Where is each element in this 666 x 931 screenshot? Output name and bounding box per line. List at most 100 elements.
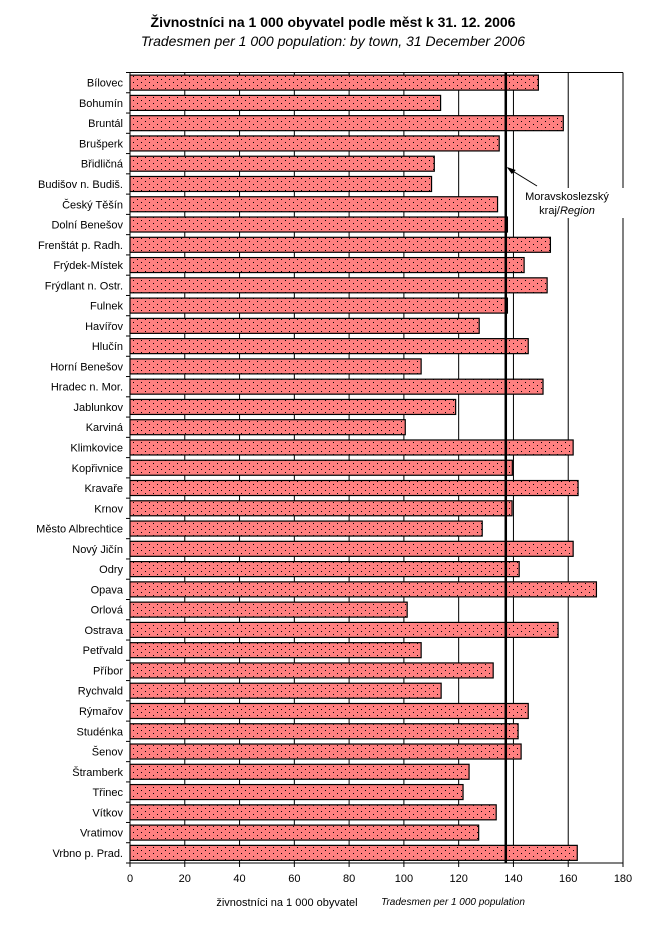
x-tick-label: 80 [343, 873, 355, 885]
x-axis-label-en: Tradesmen per 1 000 population [381, 897, 525, 908]
category-label: Štramberk [72, 766, 123, 779]
x-axis-label: živnostníci na 1 000 obyvatel [216, 897, 357, 909]
bar-12 [129, 297, 509, 314]
category-label: Třinec [92, 787, 123, 799]
category-label: Bohumín [79, 98, 123, 110]
bar-25 [129, 560, 520, 578]
bar-30 [129, 662, 494, 679]
chart-title: Živnostníci na 1 000 obyvatel podle měst… [150, 14, 516, 30]
category-labels: Bílovec Bohumín Bruntál Brušperk Břidličná Bu… [36, 78, 124, 860]
category-label: Petřvald [83, 645, 123, 657]
category-label: Rychvald [78, 686, 123, 698]
bar-16 [129, 378, 544, 395]
bar-27 [129, 601, 408, 618]
x-tick-label: 120 [449, 873, 467, 885]
plot-frame [126, 72, 624, 867]
annotation-background [518, 188, 626, 218]
category-label: Brušperk [79, 138, 124, 150]
bar-10 [129, 256, 525, 274]
bar-8 [129, 216, 509, 233]
x-tick-label: 0 [127, 873, 133, 885]
category-label: Jablunkov [73, 402, 123, 414]
category-label: Orlová [91, 605, 124, 617]
category-label: Klimkovice [70, 442, 123, 454]
bar-33 [129, 723, 519, 740]
category-label: Město Albrechtice [36, 524, 123, 536]
bar-3 [129, 115, 564, 132]
bar-20 [129, 459, 513, 476]
bar-21 [129, 479, 579, 497]
bar-1 [129, 74, 539, 91]
x-tick-label: 20 [179, 873, 191, 885]
bar-14 [129, 338, 529, 355]
category-label: Český Těšín [62, 198, 123, 211]
chart-subtitle: Tradesmen per 1 000 population: by town,… [140, 33, 526, 49]
reference-annotation: Moravskoslezský kraj/Region [506, 167, 626, 218]
bar-15 [129, 358, 422, 375]
category-label: Bruntál [88, 118, 123, 130]
category-label: Horní Benešov [50, 361, 123, 373]
category-label: Bílovec [87, 78, 124, 90]
bar-4 [129, 135, 500, 152]
category-label: Krnov [94, 503, 123, 515]
bar-36 [129, 783, 464, 801]
bar-37 [129, 804, 497, 821]
category-label: Studénka [77, 726, 124, 738]
x-tick-label: 140 [504, 873, 522, 885]
x-tick-label: 160 [559, 873, 577, 885]
bar-6 [129, 175, 433, 193]
bar-11 [129, 277, 548, 294]
arrow-head-icon [506, 167, 516, 174]
category-label: Kravaře [84, 483, 123, 495]
category-label: Odry [99, 564, 123, 576]
category-label: Frýdek-Místek [53, 260, 123, 272]
x-tick-labels: 0 20 40 60 80 100 120 140 160 180 [127, 873, 632, 885]
category-label: Vratimov [80, 828, 123, 840]
bar-28 [129, 621, 559, 639]
annotation-label-line1: Moravskoslezský [525, 191, 609, 203]
category-label: Šenov [92, 746, 124, 759]
x-tick-label: 100 [395, 873, 413, 885]
category-label: Karviná [86, 422, 124, 434]
bar-34 [129, 743, 522, 760]
bar-35 [129, 763, 470, 780]
bar-31 [129, 682, 442, 699]
bar-18 [129, 419, 406, 436]
bar-7 [129, 196, 499, 213]
category-label: Hradec n. Mor. [51, 382, 123, 394]
category-label: Nový Jičín [72, 544, 123, 556]
category-label: Ostrava [84, 625, 123, 637]
category-label: Frenštát p. Radh. [38, 240, 123, 252]
category-label: Frýdlant n. Ostr. [45, 280, 123, 292]
category-label: Budišov n. Budiš. [38, 179, 123, 191]
bar-17 [129, 398, 457, 416]
category-label: Kopřivnice [72, 463, 123, 475]
bar-5 [129, 155, 435, 172]
category-label: Rýmařov [79, 706, 124, 718]
category-label: Havířov [85, 321, 123, 333]
category-label: Vítkov [92, 807, 123, 819]
annotation-label-line2: kraj/Region [539, 205, 595, 217]
bar-22 [129, 500, 513, 517]
category-label: Hlučín [92, 341, 123, 353]
category-label: Opava [91, 584, 124, 596]
bar-39 [129, 844, 578, 861]
bar-38 [129, 824, 480, 841]
bar-9 [129, 236, 552, 253]
category-label: Fulnek [90, 301, 124, 313]
bar-29 [129, 642, 422, 659]
x-tick-label: 40 [233, 873, 245, 885]
category-label: Břidličná [81, 159, 124, 171]
category-label: Vrbno p. Prad. [52, 848, 123, 860]
bar-13 [129, 317, 480, 334]
annotation-region: Region [560, 205, 595, 217]
bars [129, 74, 598, 861]
bar-32 [129, 702, 529, 720]
bar-2 [129, 94, 442, 112]
x-tick-label: 60 [288, 873, 300, 885]
bar-26 [129, 581, 598, 598]
x-tick-label: 180 [614, 873, 632, 885]
category-label: Dolní Benešov [51, 220, 123, 232]
bar-23 [129, 520, 483, 537]
